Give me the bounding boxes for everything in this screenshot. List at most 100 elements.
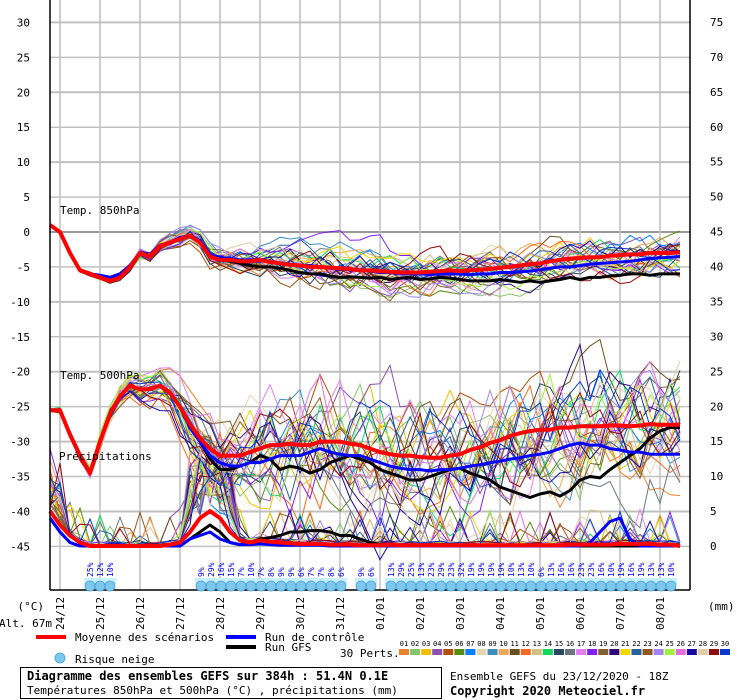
member-id-label: 30 bbox=[721, 640, 729, 648]
series-line bbox=[48, 509, 681, 548]
y-unit-left: (°C) bbox=[18, 600, 45, 613]
member-swatch-21 bbox=[620, 649, 631, 655]
snow-pct: 13% bbox=[517, 562, 526, 577]
member-line-26 bbox=[49, 360, 681, 505]
member-line-11 bbox=[49, 338, 681, 493]
axes bbox=[49, 0, 691, 591]
member-swatch-13 bbox=[531, 649, 542, 655]
member-swatch-17 bbox=[576, 649, 587, 655]
snow-pct: 10% bbox=[607, 562, 616, 577]
legend-gfs-label: Run GFS bbox=[265, 641, 311, 654]
right-tick-label: 60 bbox=[710, 121, 723, 134]
legend-mean-label: Moyenne des scénarios bbox=[75, 631, 214, 644]
member-line-25 bbox=[49, 372, 681, 487]
right-tick-label: 20 bbox=[710, 400, 723, 413]
left-tick-label: -5 bbox=[17, 261, 30, 274]
x-tick-label: 29/12 bbox=[254, 597, 267, 630]
right-tick-label: 0 bbox=[710, 540, 717, 553]
left-tick-label: -20 bbox=[10, 366, 30, 379]
snowflake-icon bbox=[335, 580, 347, 592]
member-line-19 bbox=[49, 370, 681, 500]
member-id-label: 15 bbox=[555, 640, 563, 648]
snow-pct: 6% bbox=[537, 567, 546, 577]
x-tick-label: 25/12 bbox=[94, 597, 107, 630]
snow-pct: 9% bbox=[197, 567, 206, 577]
right-tick-label: 55 bbox=[710, 156, 723, 169]
member-id-label: 26 bbox=[677, 640, 685, 648]
snowflake-icon bbox=[615, 580, 627, 592]
snow-pct: 12% bbox=[96, 562, 105, 577]
snowflake-icon bbox=[385, 580, 397, 592]
member-id-label: 05 bbox=[444, 640, 452, 648]
snow-pct: 10% bbox=[527, 562, 536, 577]
snowflake-icon bbox=[435, 580, 447, 592]
right-tick-label: 40 bbox=[710, 261, 723, 274]
member-swatch-14 bbox=[542, 649, 553, 655]
x-tick-label: 08/01 bbox=[654, 597, 667, 630]
snowflake-icon bbox=[525, 580, 537, 592]
chart-title: Diagramme des ensembles GEFS sur 384h : … bbox=[27, 669, 389, 683]
panel-label-500: Temp. 500hPa bbox=[60, 369, 139, 382]
x-tick-label: 01/01 bbox=[374, 597, 387, 630]
main-lines bbox=[48, 223, 681, 548]
snowflake-icon bbox=[455, 580, 467, 592]
member-swatch-25 bbox=[664, 649, 675, 655]
member-swatch-12 bbox=[520, 649, 531, 655]
snowflake-icon bbox=[535, 580, 547, 592]
copyright: Copyright 2020 Meteociel.fr bbox=[450, 684, 646, 698]
snowflake-icon bbox=[475, 580, 487, 592]
member-swatch-30 bbox=[720, 649, 731, 655]
member-line-20 bbox=[49, 342, 681, 514]
left-tick-label: 5 bbox=[23, 191, 30, 204]
legend-perts-label: 30 Perts. bbox=[340, 647, 400, 660]
snow-pct: 8% bbox=[267, 567, 276, 577]
member-id-label: 19 bbox=[599, 640, 607, 648]
right-tick-label: 65 bbox=[710, 86, 723, 99]
snow-pct: 10% bbox=[507, 562, 516, 577]
snow-pct: 6% bbox=[367, 567, 376, 577]
snow-pct: 7% bbox=[257, 567, 266, 577]
member-line-30 bbox=[49, 368, 681, 487]
snowflake-icon bbox=[545, 580, 557, 592]
member-id-label: 28 bbox=[699, 640, 707, 648]
snowflake-icon bbox=[645, 580, 657, 592]
snow-pct: 16% bbox=[567, 562, 576, 577]
snow-pct: 13% bbox=[647, 562, 656, 577]
snowflake-icon bbox=[315, 580, 327, 592]
left-tick-label: -40 bbox=[10, 505, 30, 518]
snow-pct: 19% bbox=[497, 562, 506, 577]
snowflake-icon bbox=[565, 580, 577, 592]
x-tick-label: 06/01 bbox=[574, 597, 587, 630]
left-tick-label: 25 bbox=[17, 51, 30, 64]
right-tick-label: 75 bbox=[710, 16, 723, 29]
series-line bbox=[50, 383, 680, 476]
snow-pct: 23% bbox=[427, 562, 436, 577]
snowflake-icon bbox=[405, 580, 417, 592]
right-tick-label: 50 bbox=[710, 191, 723, 204]
right-tick-label: 10 bbox=[710, 470, 723, 483]
member-id-label: 23 bbox=[643, 640, 651, 648]
snow-pct: 15% bbox=[227, 562, 236, 577]
credit-block: Ensemble GEFS du 23/12/2020 - 18Z Copyri… bbox=[450, 669, 669, 699]
member-id-label: 22 bbox=[632, 640, 640, 648]
snowflake-icon bbox=[325, 580, 337, 592]
snowflake-icon bbox=[245, 580, 257, 592]
left-tick-label: -10 bbox=[10, 296, 30, 309]
member-line-27 bbox=[49, 390, 681, 561]
control-swatch bbox=[226, 635, 256, 639]
member-line-05 bbox=[49, 370, 681, 478]
ensemble-member-lines bbox=[49, 224, 681, 561]
snow-pct: 10% bbox=[667, 562, 676, 577]
snow-pct: 25% bbox=[86, 562, 95, 577]
grid bbox=[50, 0, 690, 590]
x-tick-label: 07/01 bbox=[614, 597, 627, 630]
member-id-label: 21 bbox=[621, 640, 629, 648]
member-id-label: 13 bbox=[533, 640, 541, 648]
member-id-label: 08 bbox=[477, 640, 485, 648]
snowflake-icon bbox=[365, 580, 377, 592]
member-id-label: 12 bbox=[522, 640, 530, 648]
y-unit-right: (mm) bbox=[708, 600, 735, 613]
snowflake-icon bbox=[305, 580, 317, 592]
snowflake-icon bbox=[445, 580, 457, 592]
